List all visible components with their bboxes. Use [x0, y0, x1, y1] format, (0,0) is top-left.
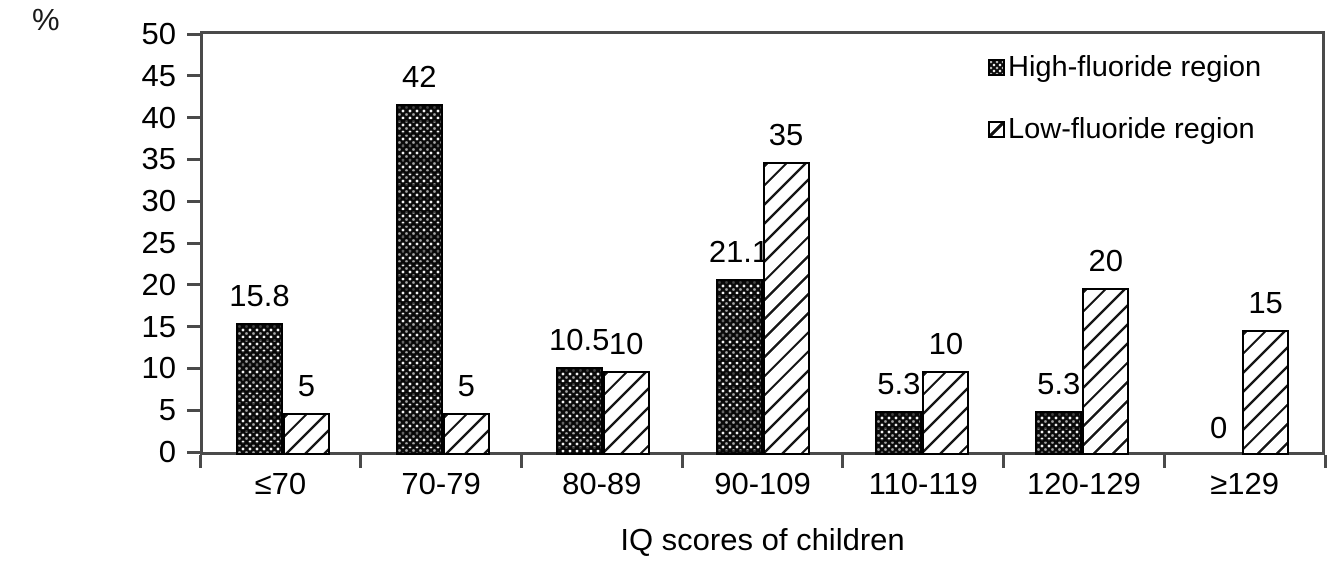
y-tick-label: 15 — [141, 308, 176, 344]
x-category-label: 80-89 — [562, 466, 642, 501]
y-tick-mark — [187, 283, 200, 287]
legend: High-fluoride region Low-fluoride region — [988, 50, 1261, 146]
low-fluoride-bar — [922, 371, 970, 455]
bar-value-label: 0 — [1209, 410, 1228, 445]
x-category-label: ≥129 — [1210, 466, 1280, 501]
bar-value-label: 5 — [297, 368, 316, 404]
x-tick-mark — [359, 455, 363, 468]
y-tick-label: 35 — [141, 141, 176, 177]
low-fluoride-bar — [442, 413, 490, 455]
high-fluoride-bar — [1035, 410, 1083, 455]
y-tick-label: 45 — [141, 57, 176, 93]
y-tick-label: 50 — [141, 16, 176, 51]
bar-value-label: 10 — [928, 326, 964, 362]
y-tick-mark — [187, 74, 200, 78]
y-tick-mark — [187, 241, 200, 245]
y-tick-mark — [187, 32, 200, 36]
x-tick-mark — [1162, 455, 1166, 468]
y-axis-unit-label: % — [32, 2, 60, 37]
bar-value-label: 5 — [457, 368, 475, 404]
bar-value-label: 21.1 — [708, 233, 770, 269]
y-tick-label: 40 — [141, 99, 176, 135]
high-fluoride-bar — [715, 278, 763, 455]
y-tick-mark — [187, 157, 200, 161]
x-tick-mark — [1323, 455, 1327, 468]
bar-value-label: 15 — [1248, 284, 1283, 320]
bar-value-label: 5.3 — [877, 365, 921, 401]
y-tick-mark — [187, 450, 200, 454]
high-fluoride-bar — [555, 367, 603, 455]
bar-value-label: 10.5 — [548, 322, 610, 358]
x-tick-mark — [198, 455, 202, 468]
y-tick-label: 30 — [141, 183, 176, 219]
legend-item-low-fluoride: Low-fluoride region — [988, 112, 1261, 146]
y-tick-mark — [187, 116, 200, 120]
low-fluoride-bar — [1082, 287, 1130, 455]
low-fluoride-bar — [762, 162, 810, 455]
y-tick-mark — [187, 325, 200, 329]
legend-item-high-fluoride: High-fluoride region — [988, 50, 1261, 84]
x-category-label: 120-129 — [1027, 466, 1141, 501]
y-tick-label: 25 — [141, 225, 176, 260]
x-category-label: 70-79 — [401, 466, 481, 501]
x-axis-title: IQ scores of children — [620, 522, 905, 557]
low-fluoride-bar — [282, 413, 330, 455]
y-tick-mark — [187, 408, 200, 412]
high-fluoride-bar — [875, 410, 923, 455]
y-tick-mark — [187, 366, 200, 370]
legend-label-low-fluoride: Low-fluoride region — [1008, 113, 1255, 145]
y-tick-label: 5 — [158, 392, 176, 428]
low-fluoride-bar — [1242, 329, 1290, 455]
y-tick-label: 20 — [141, 266, 176, 302]
high-fluoride-swatch-icon — [988, 58, 1005, 76]
bar-value-label: 42 — [402, 58, 437, 94]
x-tick-mark — [1002, 455, 1006, 468]
y-tick-label: 0 — [158, 434, 176, 469]
legend-label-high-fluoride: High-fluoride region — [1008, 51, 1262, 83]
bar-value-label: 15.8 — [229, 277, 290, 313]
bar-value-label: 20 — [1088, 242, 1123, 278]
x-tick-mark — [841, 455, 845, 468]
bar-value-label: 10 — [608, 326, 644, 362]
y-tick-label: 10 — [141, 350, 176, 386]
y-tick-mark — [187, 199, 200, 203]
high-fluoride-bar — [395, 103, 443, 455]
low-fluoride-bar — [602, 371, 650, 455]
x-category-label: 90-109 — [714, 466, 811, 501]
low-fluoride-swatch-icon — [988, 120, 1005, 138]
x-category-label: ≤70 — [254, 466, 307, 501]
high-fluoride-bar — [235, 322, 283, 455]
bar-value-label: 5.3 — [1037, 365, 1081, 401]
x-category-label: 110-119 — [868, 466, 978, 501]
bar-value-label: 35 — [768, 117, 804, 153]
x-tick-mark — [519, 455, 523, 468]
x-tick-mark — [680, 455, 684, 468]
